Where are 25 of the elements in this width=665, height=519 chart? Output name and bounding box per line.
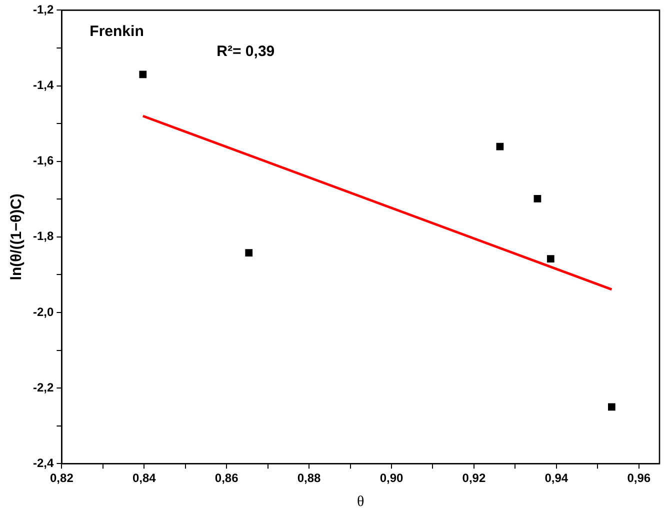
y-axis-title: ln(θ/((1−θ)C) [8, 194, 26, 280]
x-tick-label: 0,90 [380, 471, 404, 486]
y-tick-label: -1,2 [32, 2, 54, 17]
point [245, 249, 253, 256]
y-tick-label: -1,8 [32, 229, 54, 244]
point [496, 142, 504, 150]
x-tick-label: 0,88 [297, 471, 322, 486]
x-axis-title: θ [356, 494, 364, 510]
annotation: Frenkin [90, 22, 144, 40]
point [139, 70, 147, 78]
point [608, 403, 616, 411]
y-tick-label: -1,4 [32, 78, 54, 92]
x-tick-label: 0,96 [627, 471, 651, 486]
x-tick-label: 0,86 [214, 471, 239, 486]
x-tick-label: 0,92 [462, 471, 486, 486]
y-tick-label: -2,2 [32, 380, 54, 394]
y-tick-label: -2,4 [32, 456, 54, 470]
y-tick-label: -2,0 [32, 304, 54, 319]
x-tick-label: 0,94 [544, 471, 568, 486]
x-tick-label: 0,84 [132, 471, 156, 486]
y-tick-label: -1,6 [32, 154, 54, 168]
x-tick-label: 0,82 [50, 471, 74, 486]
point [534, 195, 542, 202]
annotation: R²= 0,39 [216, 42, 275, 60]
point [546, 255, 554, 262]
